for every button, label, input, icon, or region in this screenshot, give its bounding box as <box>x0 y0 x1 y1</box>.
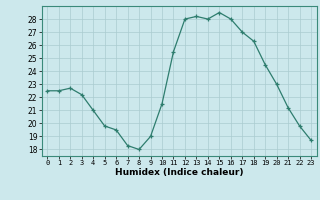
X-axis label: Humidex (Indice chaleur): Humidex (Indice chaleur) <box>115 168 244 177</box>
